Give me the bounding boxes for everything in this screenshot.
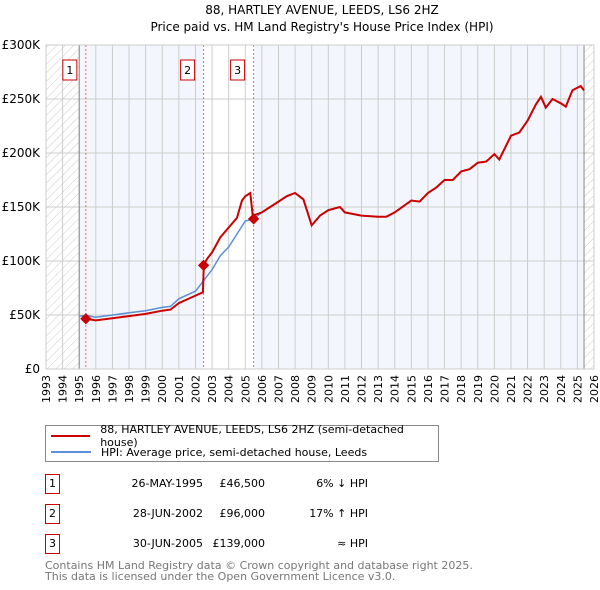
legend-item-hpi: HPI: Average price, semi-detached house,… bbox=[46, 444, 367, 460]
x-tick-label: 2020 bbox=[488, 375, 501, 403]
sale-label-box bbox=[62, 59, 78, 81]
sale-date: 28-JUN-2002 bbox=[132, 507, 203, 520]
sale-row-1: 1 26-MAY-1995 £46,500 6% ↓ HPI bbox=[45, 474, 445, 494]
chart-title: 88, HARTLEY AVENUE, LEEDS, LS6 2HZ bbox=[205, 3, 439, 17]
x-tick-label: 1998 bbox=[123, 375, 136, 403]
x-tick-label: 2016 bbox=[422, 375, 435, 403]
x-tick-label: 2021 bbox=[505, 375, 518, 403]
legend-item-property: 88, HARTLEY AVENUE, LEEDS, LS6 2HZ (semi… bbox=[46, 423, 438, 449]
property-price-line bbox=[85, 84, 585, 322]
sale-row-3: 3 30-JUN-2005 £139,000 ≈ HPI bbox=[45, 534, 445, 554]
x-tick-label: 2009 bbox=[306, 375, 319, 403]
x-tick-label: 2012 bbox=[356, 375, 369, 403]
x-tick-label: 2002 bbox=[189, 375, 202, 403]
x-tick-label: 2003 bbox=[206, 375, 219, 403]
x-tick-label: 1993 bbox=[40, 375, 53, 403]
footer-copyright: Contains HM Land Registry data © Crown c… bbox=[45, 559, 473, 572]
x-tick-label: 2008 bbox=[289, 375, 302, 403]
sale-date: 30-JUN-2005 bbox=[132, 537, 203, 550]
legend-swatch-red bbox=[51, 435, 91, 437]
x-tick-label: 2014 bbox=[389, 375, 402, 403]
plot-frame bbox=[45, 44, 595, 370]
x-tick-label: 1995 bbox=[73, 375, 86, 403]
x-tick-label: 2025 bbox=[571, 375, 584, 403]
x-tick-label: 1999 bbox=[140, 375, 153, 403]
x-tick-label: 1996 bbox=[90, 375, 103, 403]
x-tick-label: 1997 bbox=[106, 375, 119, 403]
x-tick-label: 2019 bbox=[472, 375, 485, 403]
footer-licence: This data is licensed under the Open Gov… bbox=[45, 570, 396, 583]
sale-label: 1 bbox=[66, 64, 73, 77]
y-tick-label: £300K bbox=[2, 38, 42, 52]
y-tick-label: £100K bbox=[2, 254, 42, 268]
sale-marker-box: 1 bbox=[45, 474, 60, 494]
sale-date: 26-MAY-1995 bbox=[131, 477, 203, 490]
sale-hpi: 6% ↓ HPI bbox=[316, 477, 368, 490]
legend-swatch-blue bbox=[51, 451, 91, 453]
x-tick-label: 1994 bbox=[57, 375, 70, 403]
x-tick-label: 2001 bbox=[173, 375, 186, 403]
legend-label: HPI: Average price, semi-detached house,… bbox=[101, 445, 368, 459]
sale-marker-box: 2 bbox=[45, 504, 60, 524]
x-tick-label: 2024 bbox=[555, 375, 568, 403]
y-tick-label: £0 bbox=[25, 362, 40, 376]
x-tick-label: 2023 bbox=[538, 375, 551, 403]
x-tick-label: 2026 bbox=[588, 375, 600, 403]
sale-point bbox=[197, 259, 210, 271]
x-tick-label: 2015 bbox=[405, 375, 418, 403]
sale-row-2: 2 28-JUN-2002 £96,000 17% ↑ HPI bbox=[45, 504, 445, 524]
y-tick-label: £50K bbox=[9, 308, 41, 322]
sale-point bbox=[247, 213, 260, 225]
sale-price: £139,000 bbox=[212, 537, 266, 550]
y-tick-label: £200K bbox=[2, 146, 42, 160]
x-tick-label: 2017 bbox=[439, 375, 452, 403]
x-tick-label: 2011 bbox=[339, 375, 352, 403]
y-tick-label: £150K bbox=[2, 200, 42, 214]
sale-hpi: 17% ↑ HPI bbox=[309, 507, 368, 520]
x-tick-label: 2006 bbox=[256, 375, 269, 403]
x-tick-label: 2013 bbox=[372, 375, 385, 403]
sale-label: 3 bbox=[234, 64, 241, 77]
sale-price: £96,000 bbox=[219, 507, 266, 520]
x-tick-label: 2010 bbox=[322, 375, 335, 403]
x-tick-label: 2022 bbox=[522, 375, 535, 403]
x-tick-label: 2005 bbox=[239, 375, 252, 403]
x-tick-label: 2007 bbox=[272, 375, 285, 403]
y-tick-label: £250K bbox=[2, 92, 42, 106]
x-tick-label: 2004 bbox=[223, 375, 236, 403]
sale-label-box bbox=[230, 59, 246, 81]
sale-label: 2 bbox=[184, 64, 191, 77]
sale-hpi: ≈ HPI bbox=[337, 537, 368, 550]
sale-label-box bbox=[180, 59, 196, 81]
legend-label: 88, HARTLEY AVENUE, LEEDS, LS6 2HZ (semi… bbox=[100, 423, 404, 449]
sale-marker-box: 3 bbox=[45, 534, 60, 554]
x-tick-label: 2000 bbox=[156, 375, 169, 403]
sale-price: £46,500 bbox=[219, 477, 266, 490]
chart-subtitle: Price paid vs. HM Land Registry's House … bbox=[150, 20, 493, 34]
legend: 88, HARTLEY AVENUE, LEEDS, LS6 2HZ (semi… bbox=[45, 423, 439, 462]
x-tick-label: 2018 bbox=[455, 375, 468, 403]
price-chart: 88, HARTLEY AVENUE, LEEDS, LS6 2HZ Price… bbox=[2, 3, 600, 403]
